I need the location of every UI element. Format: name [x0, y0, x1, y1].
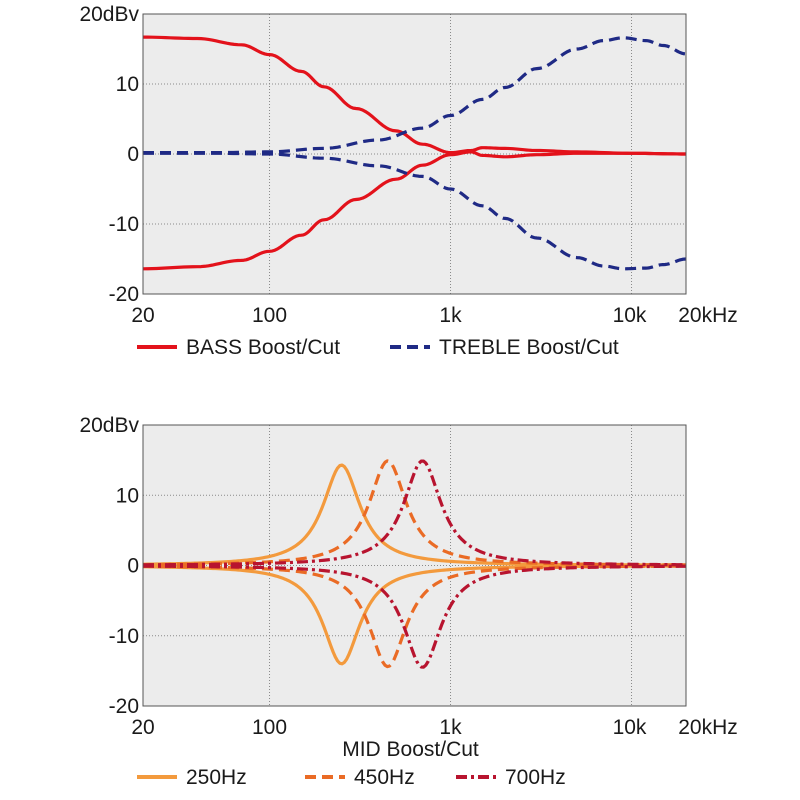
series-line-700hz — [142, 564, 687, 669]
y-tick-label: 10 — [116, 73, 139, 96]
legend-label: 250Hz — [186, 766, 247, 789]
y-tick-label: 20dBv — [79, 414, 139, 437]
plot-frame — [142, 13, 687, 295]
y-tick-label: 0 — [127, 555, 139, 578]
y-tick-label: 0 — [127, 143, 139, 166]
series-line-700hz — [142, 459, 687, 567]
y-tick-label: 20dBv — [79, 3, 139, 26]
series-line-treble-boost-cut — [143, 151, 687, 271]
x-tick-label: 20kHz — [678, 716, 738, 739]
y-tick-label: 10 — [116, 484, 139, 507]
x-tick-label: 20 — [131, 716, 154, 739]
x-tick-label: 100 — [252, 716, 287, 739]
y-tick-label: -10 — [109, 625, 139, 648]
legend-label: 700Hz — [505, 766, 566, 789]
series-line-bass-boost-cut — [142, 150, 687, 271]
y-tick-label: -10 — [109, 213, 139, 236]
x-axis-label: MID Boost/Cut — [342, 738, 479, 761]
x-tick-label: 10k — [613, 304, 647, 327]
series-line-treble-boost-cut — [143, 36, 687, 155]
series-line-bass-boost-cut — [142, 35, 687, 156]
x-tick-label: 1k — [439, 716, 462, 739]
plot-frame — [142, 424, 687, 707]
legend-label: BASS Boost/Cut — [186, 336, 340, 359]
x-tick-label: 20kHz — [678, 304, 738, 327]
y-tick-label: -20 — [109, 695, 139, 718]
x-tick-label: 10k — [613, 716, 647, 739]
x-tick-label: 20 — [131, 304, 154, 327]
legend-label: 450Hz — [354, 766, 415, 789]
x-tick-label: 1k — [439, 304, 462, 327]
legend-label: TREBLE Boost/Cut — [439, 336, 619, 359]
y-tick-label: -20 — [109, 283, 139, 306]
x-tick-label: 100 — [252, 304, 287, 327]
